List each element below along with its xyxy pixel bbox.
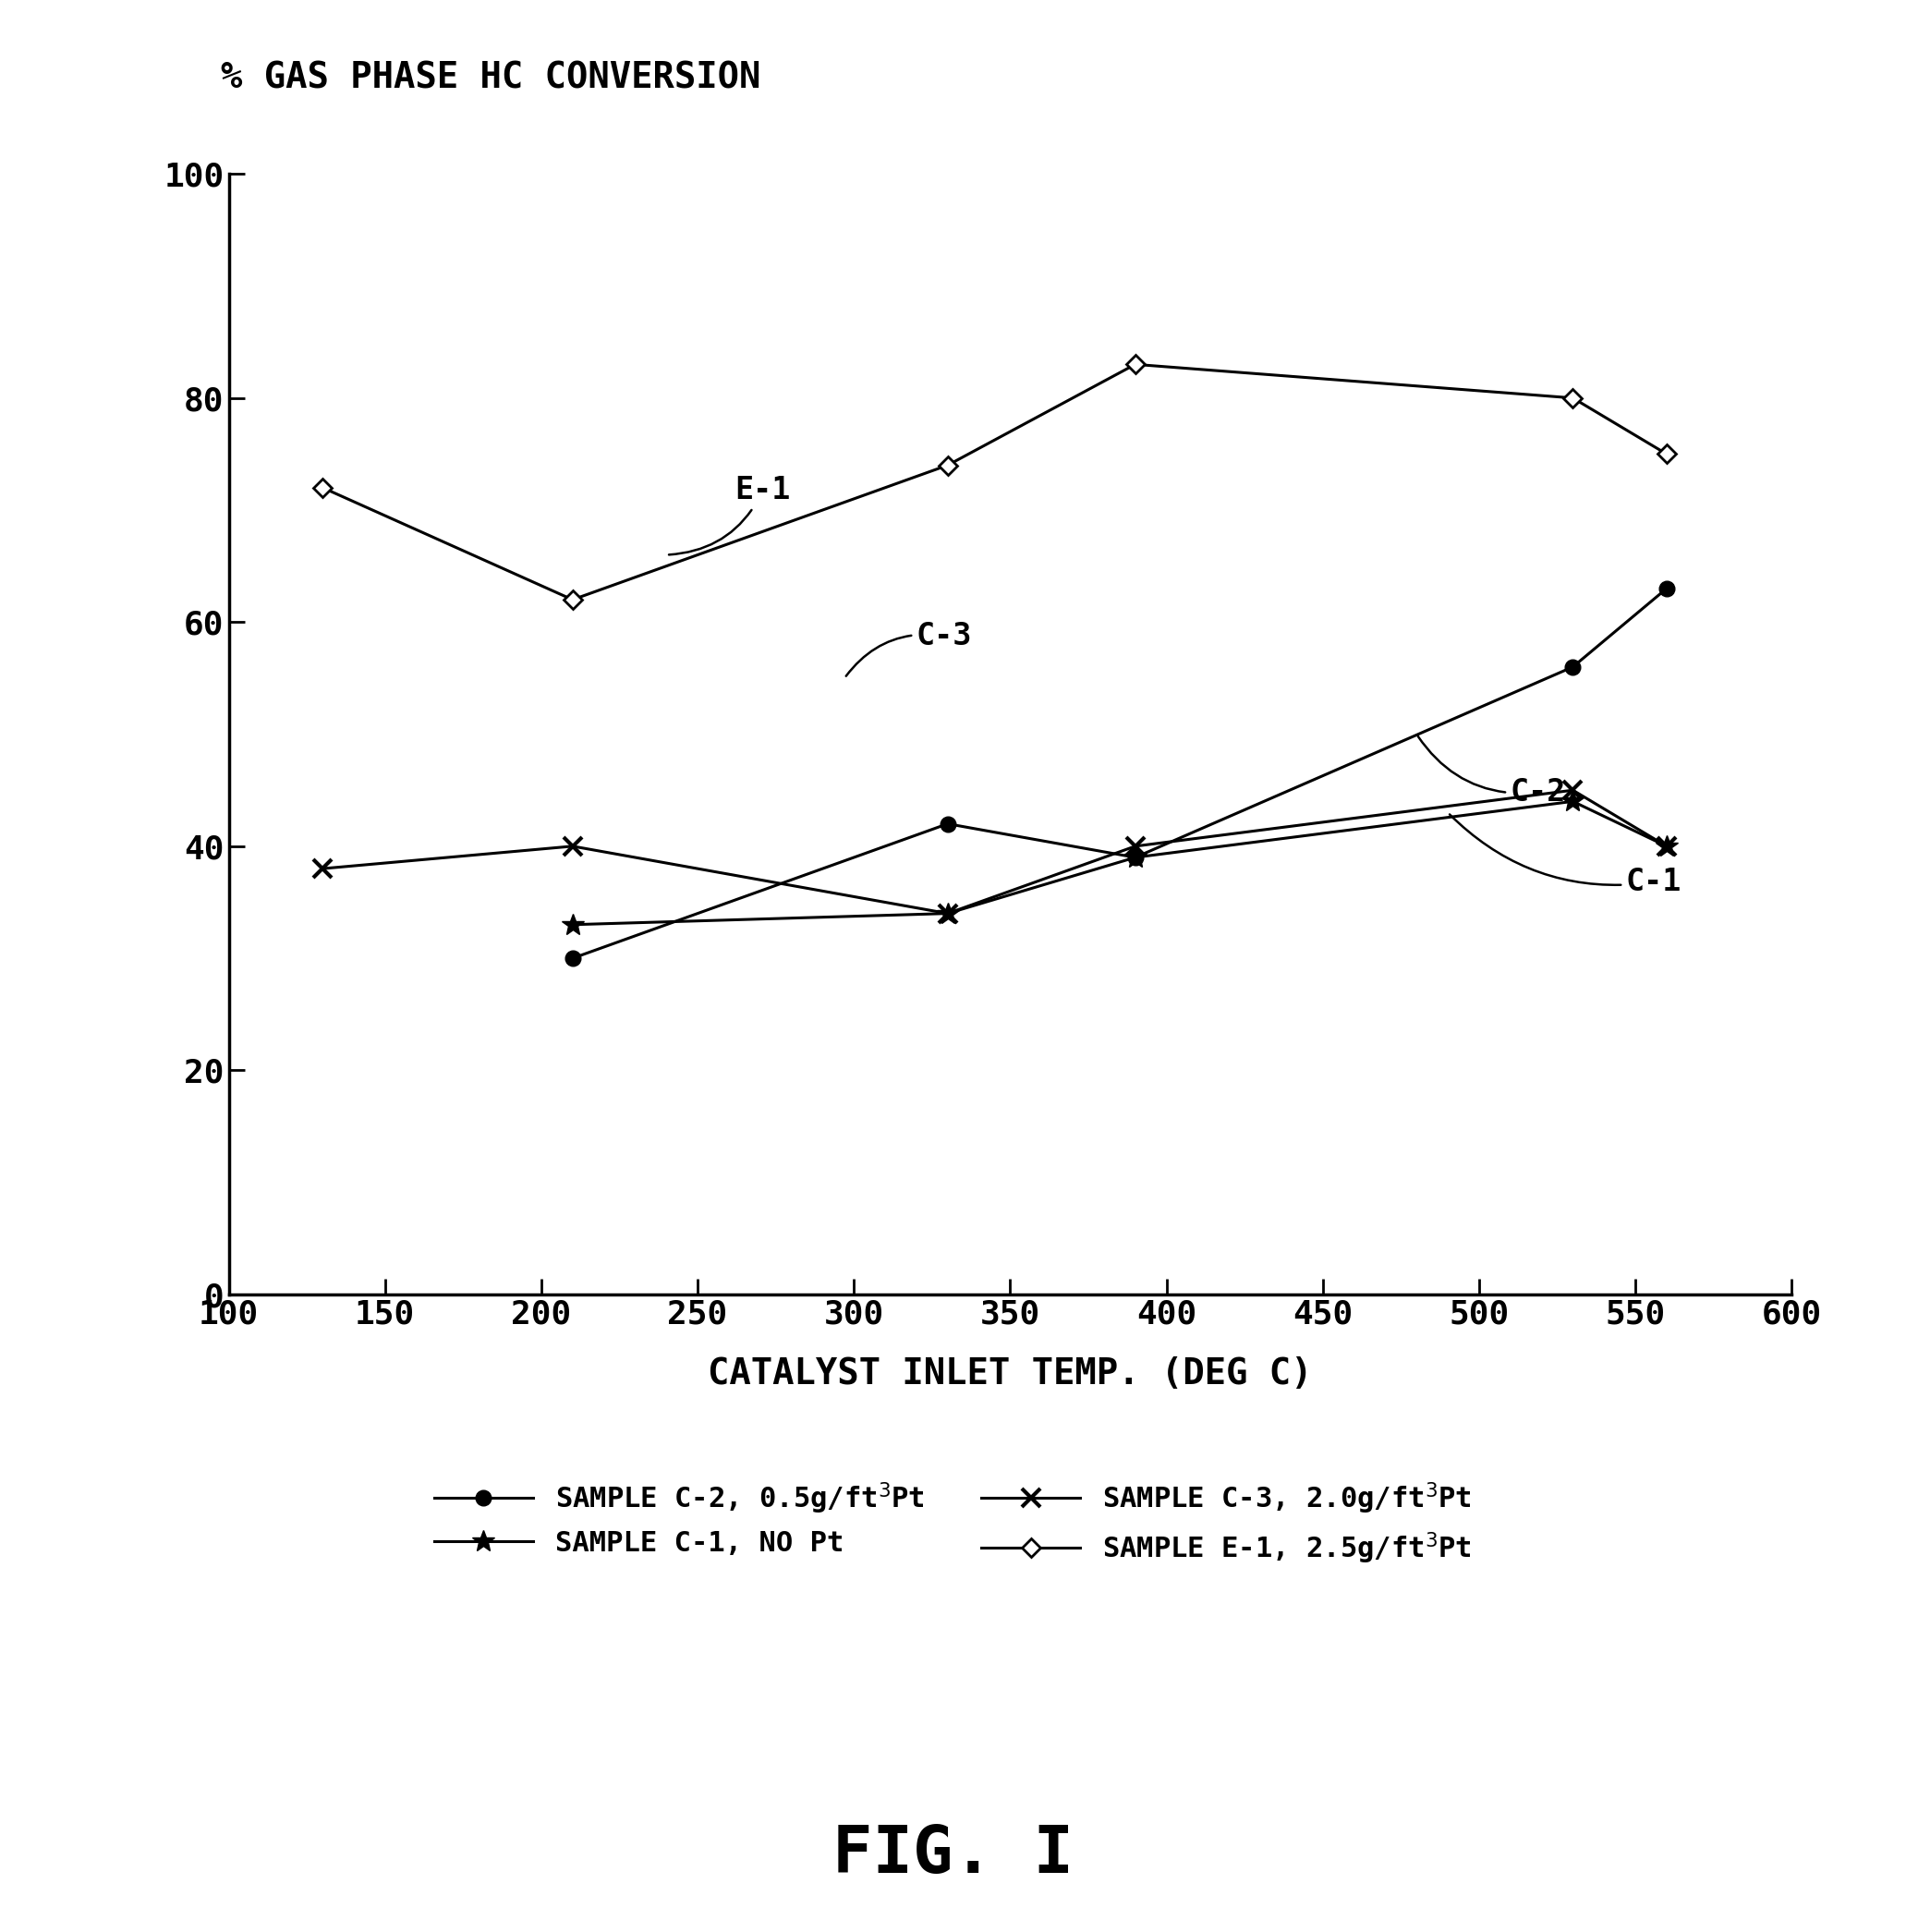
Text: C-1: C-1 [1450,815,1681,898]
Text: C-2: C-2 [1418,736,1567,808]
X-axis label: CATALYST INLET TEMP. (DEG C): CATALYST INLET TEMP. (DEG C) [707,1356,1313,1391]
Text: E-1: E-1 [669,475,791,554]
Text: % GAS PHASE HC CONVERSION: % GAS PHASE HC CONVERSION [221,60,760,95]
Legend: SAMPLE C-2, 0.5g/ft$^3$Pt, SAMPLE C-1, NO Pt, SAMPLE C-3, 2.0g/ft$^3$Pt, SAMPLE : SAMPLE C-2, 0.5g/ft$^3$Pt, SAMPLE C-1, N… [419,1466,1487,1580]
Text: C-3: C-3 [846,620,972,676]
Text: FIG. I: FIG. I [833,1824,1073,1886]
